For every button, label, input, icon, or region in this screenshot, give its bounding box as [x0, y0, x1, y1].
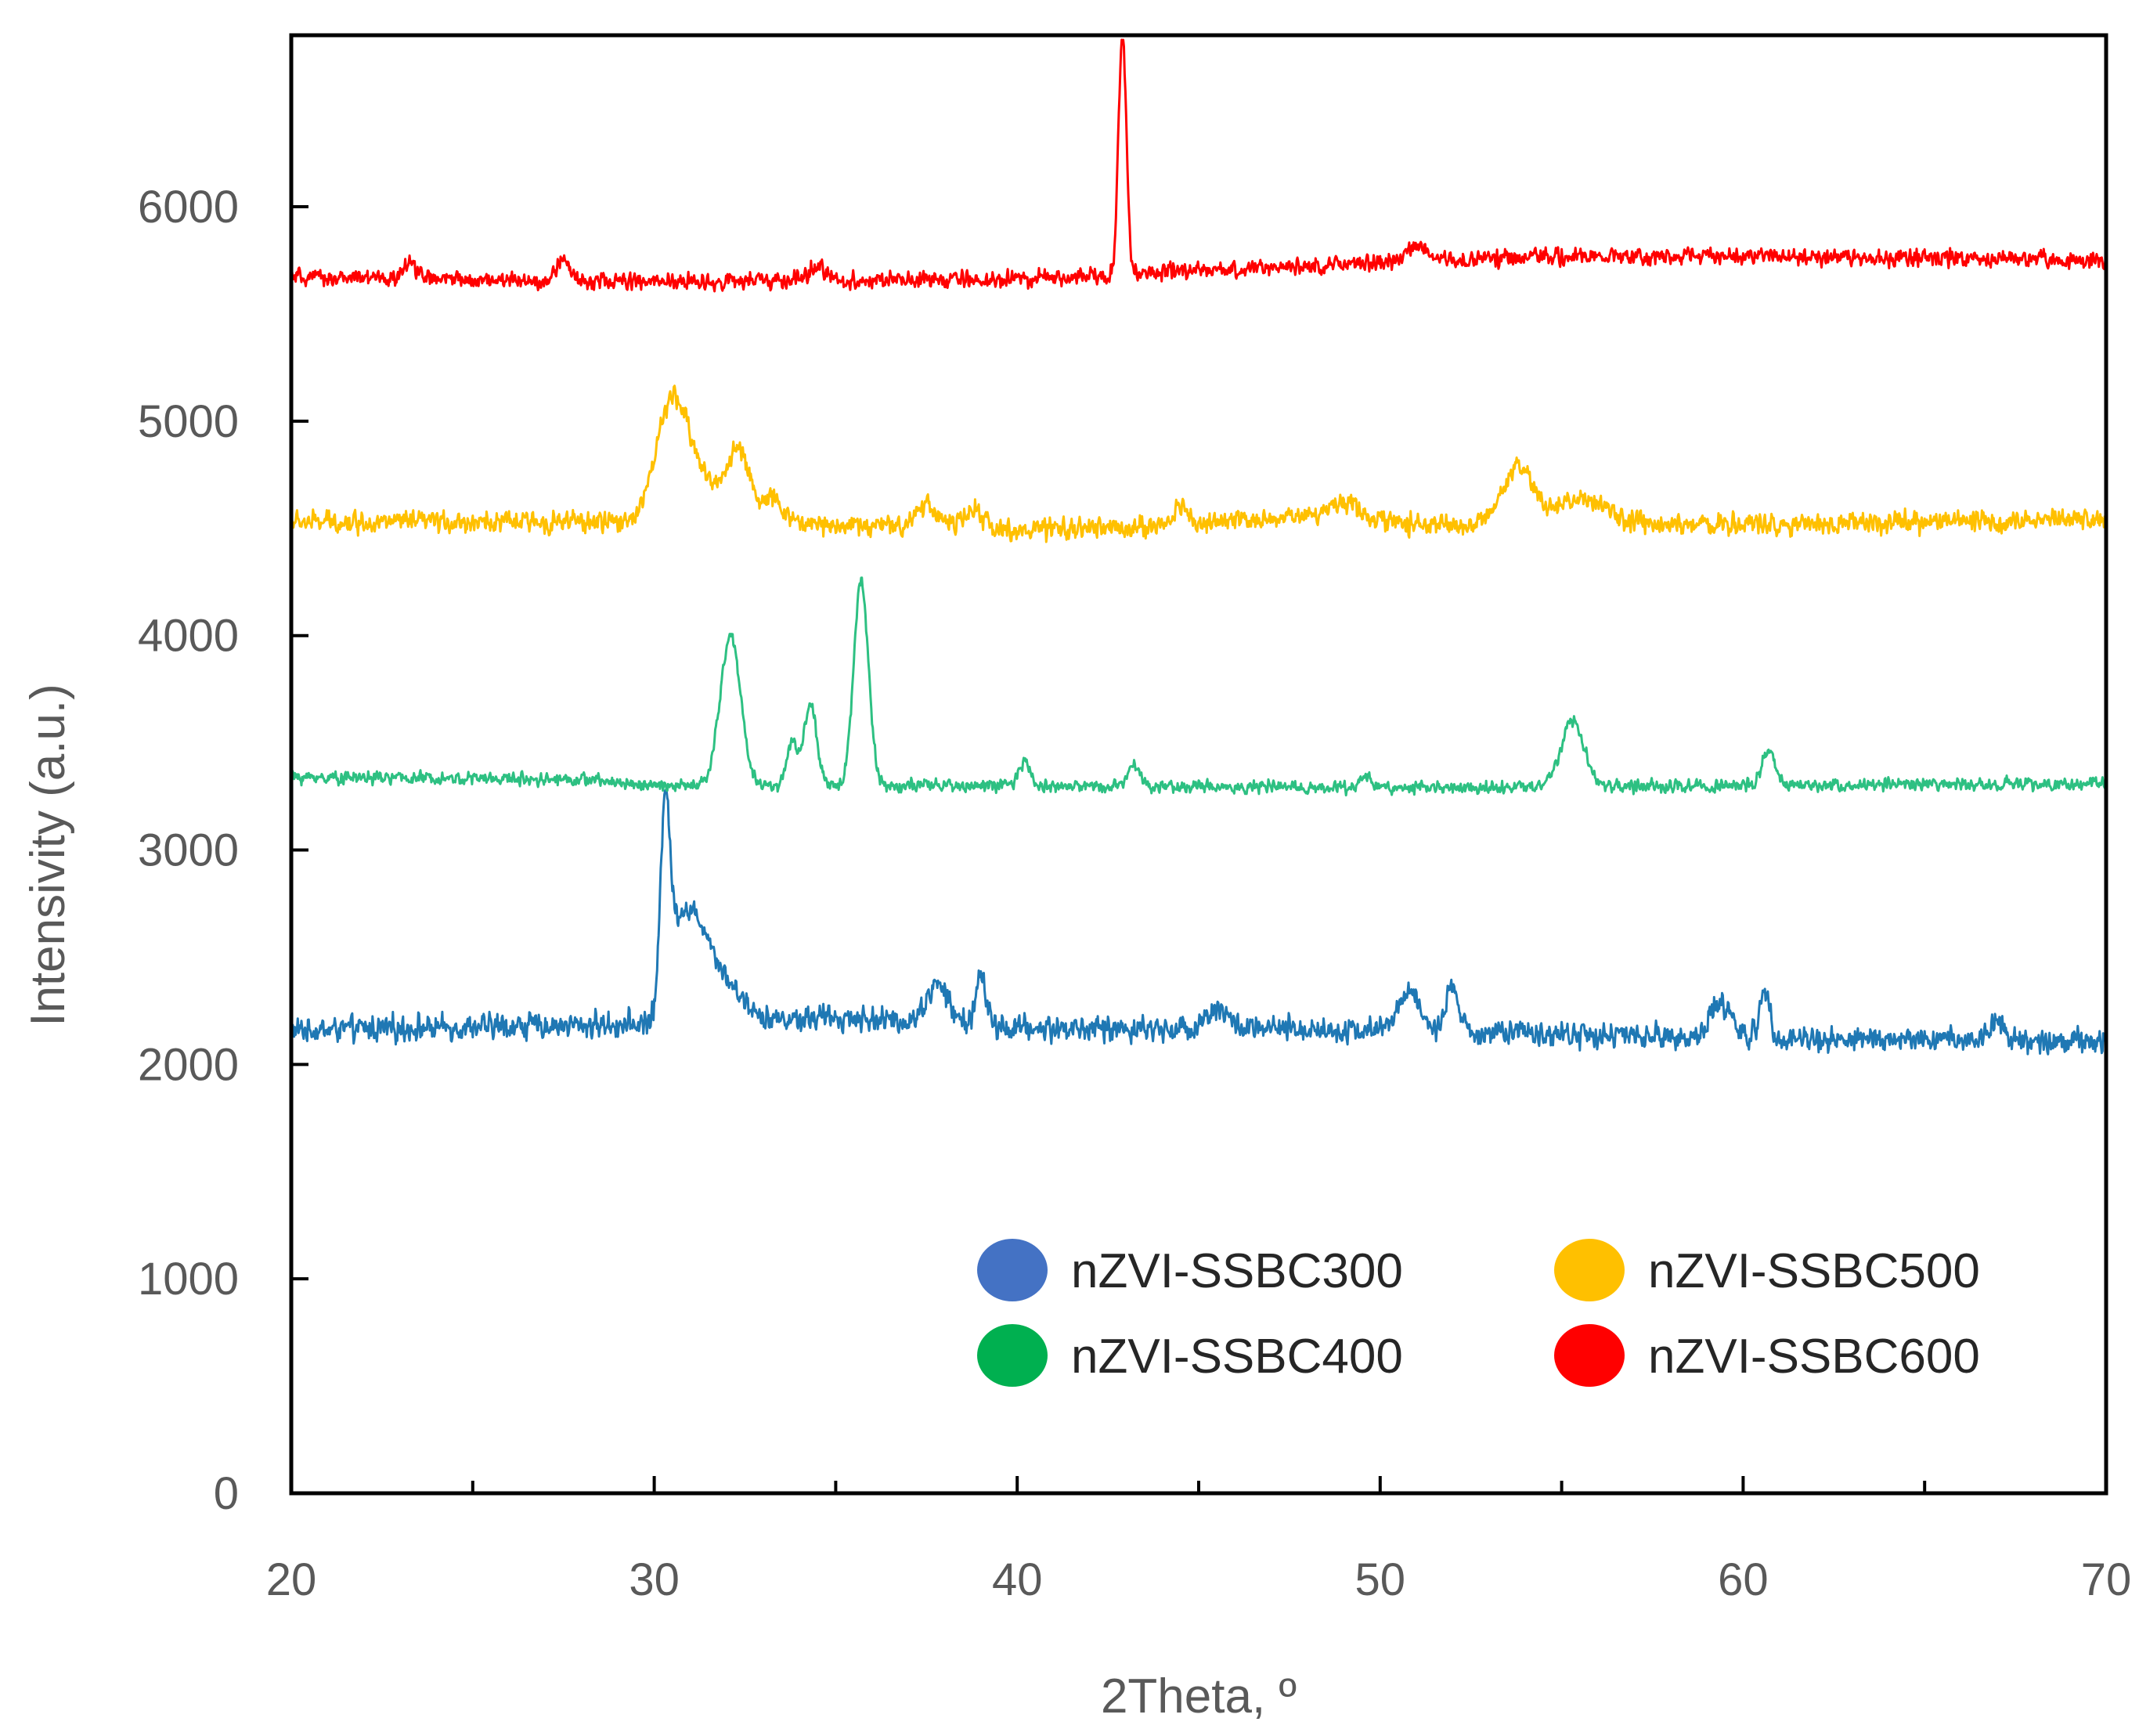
series-line-nzvi-ssbc400 — [290, 576, 2108, 797]
y-tick-label: 2000 — [138, 1039, 239, 1090]
legend-label: nZVI-SSBC600 — [1648, 1330, 1980, 1384]
series-layer — [290, 38, 2108, 1056]
legend-marker — [1554, 1324, 1625, 1387]
x-tick-label: 60 — [1718, 1554, 1769, 1605]
legend-label: nZVI-SSBC500 — [1648, 1244, 1980, 1298]
legend-marker — [1554, 1239, 1625, 1301]
x-tick-label: 40 — [992, 1554, 1043, 1605]
y-tick-label: 0 — [214, 1468, 239, 1519]
legend: nZVI-SSBC300 nZVI-SSBC500 nZVI-SSBC400 nZVI… — [977, 1239, 1980, 1387]
y-tick-label: 3000 — [138, 825, 239, 876]
series-line-nzvi-ssbc600 — [290, 38, 2107, 293]
series-line-nzvi-ssbc500 — [290, 384, 2108, 543]
legend-label: nZVI-SSBC400 — [1071, 1330, 1403, 1384]
y-axis-title: Intensivity (a.u.) — [21, 684, 75, 1027]
x-tick-label: 70 — [2081, 1554, 2132, 1605]
x-axis-title: 2Theta, º — [1101, 1669, 1297, 1723]
legend-marker — [977, 1324, 1048, 1387]
y-tick-label: 6000 — [138, 182, 239, 233]
y-axis-ticks: 0 1000 2000 3000 4000 5000 6000 — [138, 182, 308, 1519]
y-tick-label: 5000 — [138, 396, 239, 447]
legend-marker — [977, 1239, 1048, 1301]
x-tick-label: 50 — [1355, 1554, 1406, 1605]
series-line-nzvi-ssbc300 — [290, 789, 2108, 1056]
x-tick-label: 20 — [266, 1554, 317, 1605]
y-tick-label: 1000 — [138, 1254, 239, 1305]
y-tick-label: 4000 — [138, 611, 239, 662]
legend-label: nZVI-SSBC300 — [1071, 1244, 1403, 1298]
x-tick-label: 30 — [629, 1554, 680, 1605]
x-axis-ticks: 20 30 40 50 60 70 — [266, 1476, 2132, 1605]
